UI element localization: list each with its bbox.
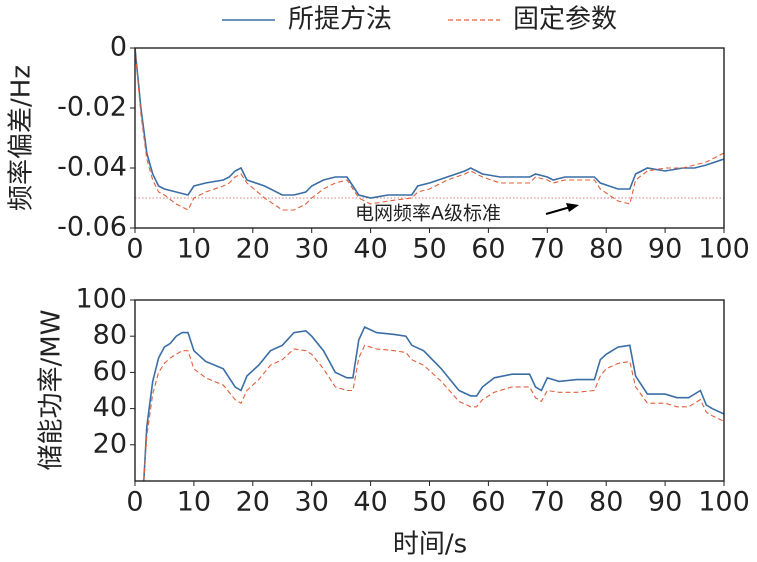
- y-tick-label: -0.04: [57, 152, 127, 183]
- data-line: [135, 48, 724, 211]
- axes-frame: [134, 299, 725, 482]
- legend-label: 固定参数: [513, 5, 617, 35]
- x-tick-label: 60: [471, 487, 505, 518]
- data-line: [143, 326, 724, 481]
- y-tick-label: 20: [93, 428, 127, 459]
- x-axis-label: 时间/s: [393, 530, 467, 560]
- x-tick-label: 30: [295, 487, 329, 518]
- y-tick-label: 60: [93, 356, 127, 387]
- data-line: [143, 344, 724, 481]
- legend: 所提方法 固定参数: [222, 5, 617, 35]
- x-tick-label: 70: [530, 487, 564, 518]
- x-tick-label: 100: [698, 234, 750, 265]
- x-tick-label: 100: [698, 487, 750, 518]
- x-tick-label: 0: [126, 234, 143, 265]
- legend-label: 所提方法: [288, 5, 392, 35]
- annotation-arrowhead: [566, 203, 579, 212]
- x-tick-label: 60: [471, 234, 505, 265]
- x-tick-label: 40: [353, 234, 387, 265]
- x-tick-label: 50: [412, 234, 446, 265]
- x-tick-label: 50: [412, 487, 446, 518]
- x-tick-label: 40: [353, 487, 387, 518]
- y-tick-label: 80: [93, 320, 127, 351]
- y-tick-label: 100: [75, 284, 127, 315]
- x-tick-label: 10: [177, 487, 211, 518]
- data-line: [135, 48, 724, 199]
- y-axis-label: 频率偏差/Hz: [7, 65, 37, 211]
- x-tick-label: 10: [177, 234, 211, 265]
- x-tick-label: 90: [648, 487, 682, 518]
- axes-frame: [134, 47, 725, 229]
- x-tick-label: 90: [648, 234, 682, 265]
- y-tick-label: -0.02: [57, 92, 127, 123]
- y-tick-label: 40: [93, 392, 127, 423]
- x-tick-label: 80: [589, 487, 623, 518]
- annotation: 电网频率A级标准: [355, 203, 501, 225]
- x-tick-label: 70: [530, 234, 564, 265]
- y-tick-label: -0.06: [57, 212, 127, 243]
- y-axis-label: 储能功率/MW: [37, 310, 67, 471]
- x-tick-label: 20: [236, 234, 270, 265]
- x-tick-label: 30: [295, 234, 329, 265]
- x-tick-label: 80: [589, 234, 623, 265]
- y-tick-label: 0: [110, 32, 127, 63]
- x-tick-label: 0: [126, 487, 143, 518]
- x-tick-label: 20: [236, 487, 270, 518]
